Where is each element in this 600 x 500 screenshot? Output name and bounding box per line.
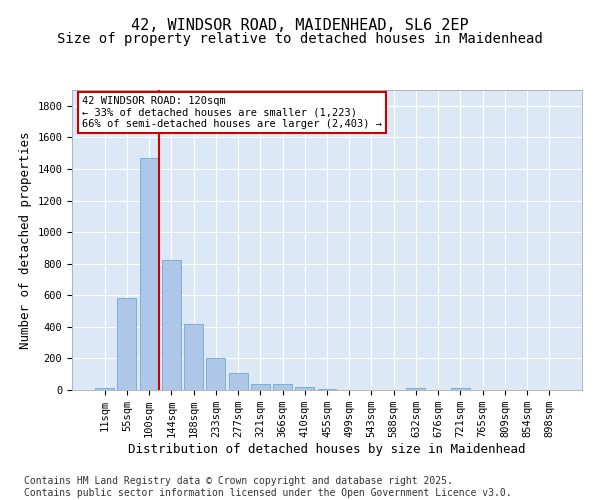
Text: Size of property relative to detached houses in Maidenhead: Size of property relative to detached ho… bbox=[57, 32, 543, 46]
Bar bbox=[406, 388, 425, 390]
Bar bbox=[95, 388, 114, 390]
Bar bbox=[184, 324, 203, 390]
Y-axis label: Number of detached properties: Number of detached properties bbox=[19, 131, 32, 349]
Bar bbox=[451, 388, 470, 390]
Bar bbox=[206, 358, 225, 390]
Bar bbox=[251, 384, 270, 390]
Bar bbox=[162, 260, 181, 390]
Text: Contains HM Land Registry data © Crown copyright and database right 2025.
Contai: Contains HM Land Registry data © Crown c… bbox=[24, 476, 512, 498]
X-axis label: Distribution of detached houses by size in Maidenhead: Distribution of detached houses by size … bbox=[128, 443, 526, 456]
Bar bbox=[273, 384, 292, 390]
Text: 42, WINDSOR ROAD, MAIDENHEAD, SL6 2EP: 42, WINDSOR ROAD, MAIDENHEAD, SL6 2EP bbox=[131, 18, 469, 32]
Bar bbox=[317, 388, 337, 390]
Bar bbox=[229, 374, 248, 390]
Bar bbox=[295, 386, 314, 390]
Bar bbox=[140, 158, 158, 390]
Bar bbox=[118, 298, 136, 390]
Text: 42 WINDSOR ROAD: 120sqm
← 33% of detached houses are smaller (1,223)
66% of semi: 42 WINDSOR ROAD: 120sqm ← 33% of detache… bbox=[82, 96, 382, 129]
